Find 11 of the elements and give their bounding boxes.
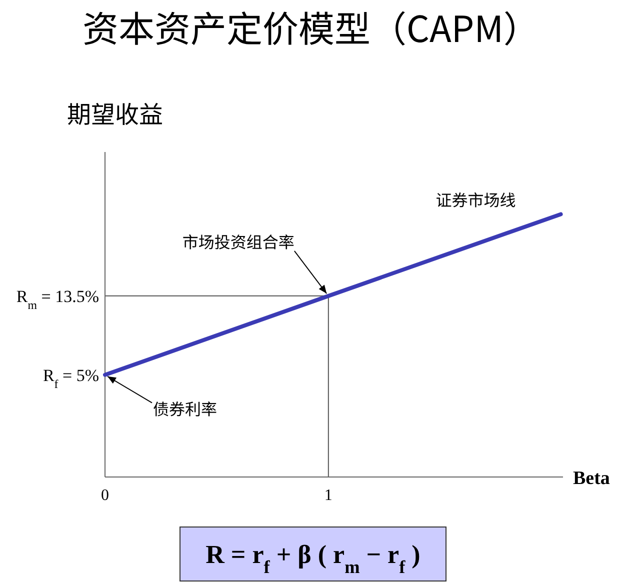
y-axis-title: 期望收益	[67, 95, 163, 130]
text: R = r$_{f}$ + β ( r$_{m}$ − r$_{f}$ )	[206, 540, 420, 577]
y-tick-label: R$_{f}$ = 5%	[42, 366, 99, 391]
series-label: 证券市场线	[436, 187, 516, 212]
chart-title: 资本资产定价模型（CAPM）	[82, 1, 540, 53]
annotation: 债券利率	[152, 396, 218, 420]
x-axis-title: Beta	[573, 468, 610, 489]
x-tick-label: 0	[101, 487, 109, 504]
annotation: 市场投资组合率	[182, 228, 294, 253]
x-tick-label: 1	[324, 487, 332, 504]
y-tick-label: R$_{m}$ = 13.5%	[16, 286, 99, 312]
